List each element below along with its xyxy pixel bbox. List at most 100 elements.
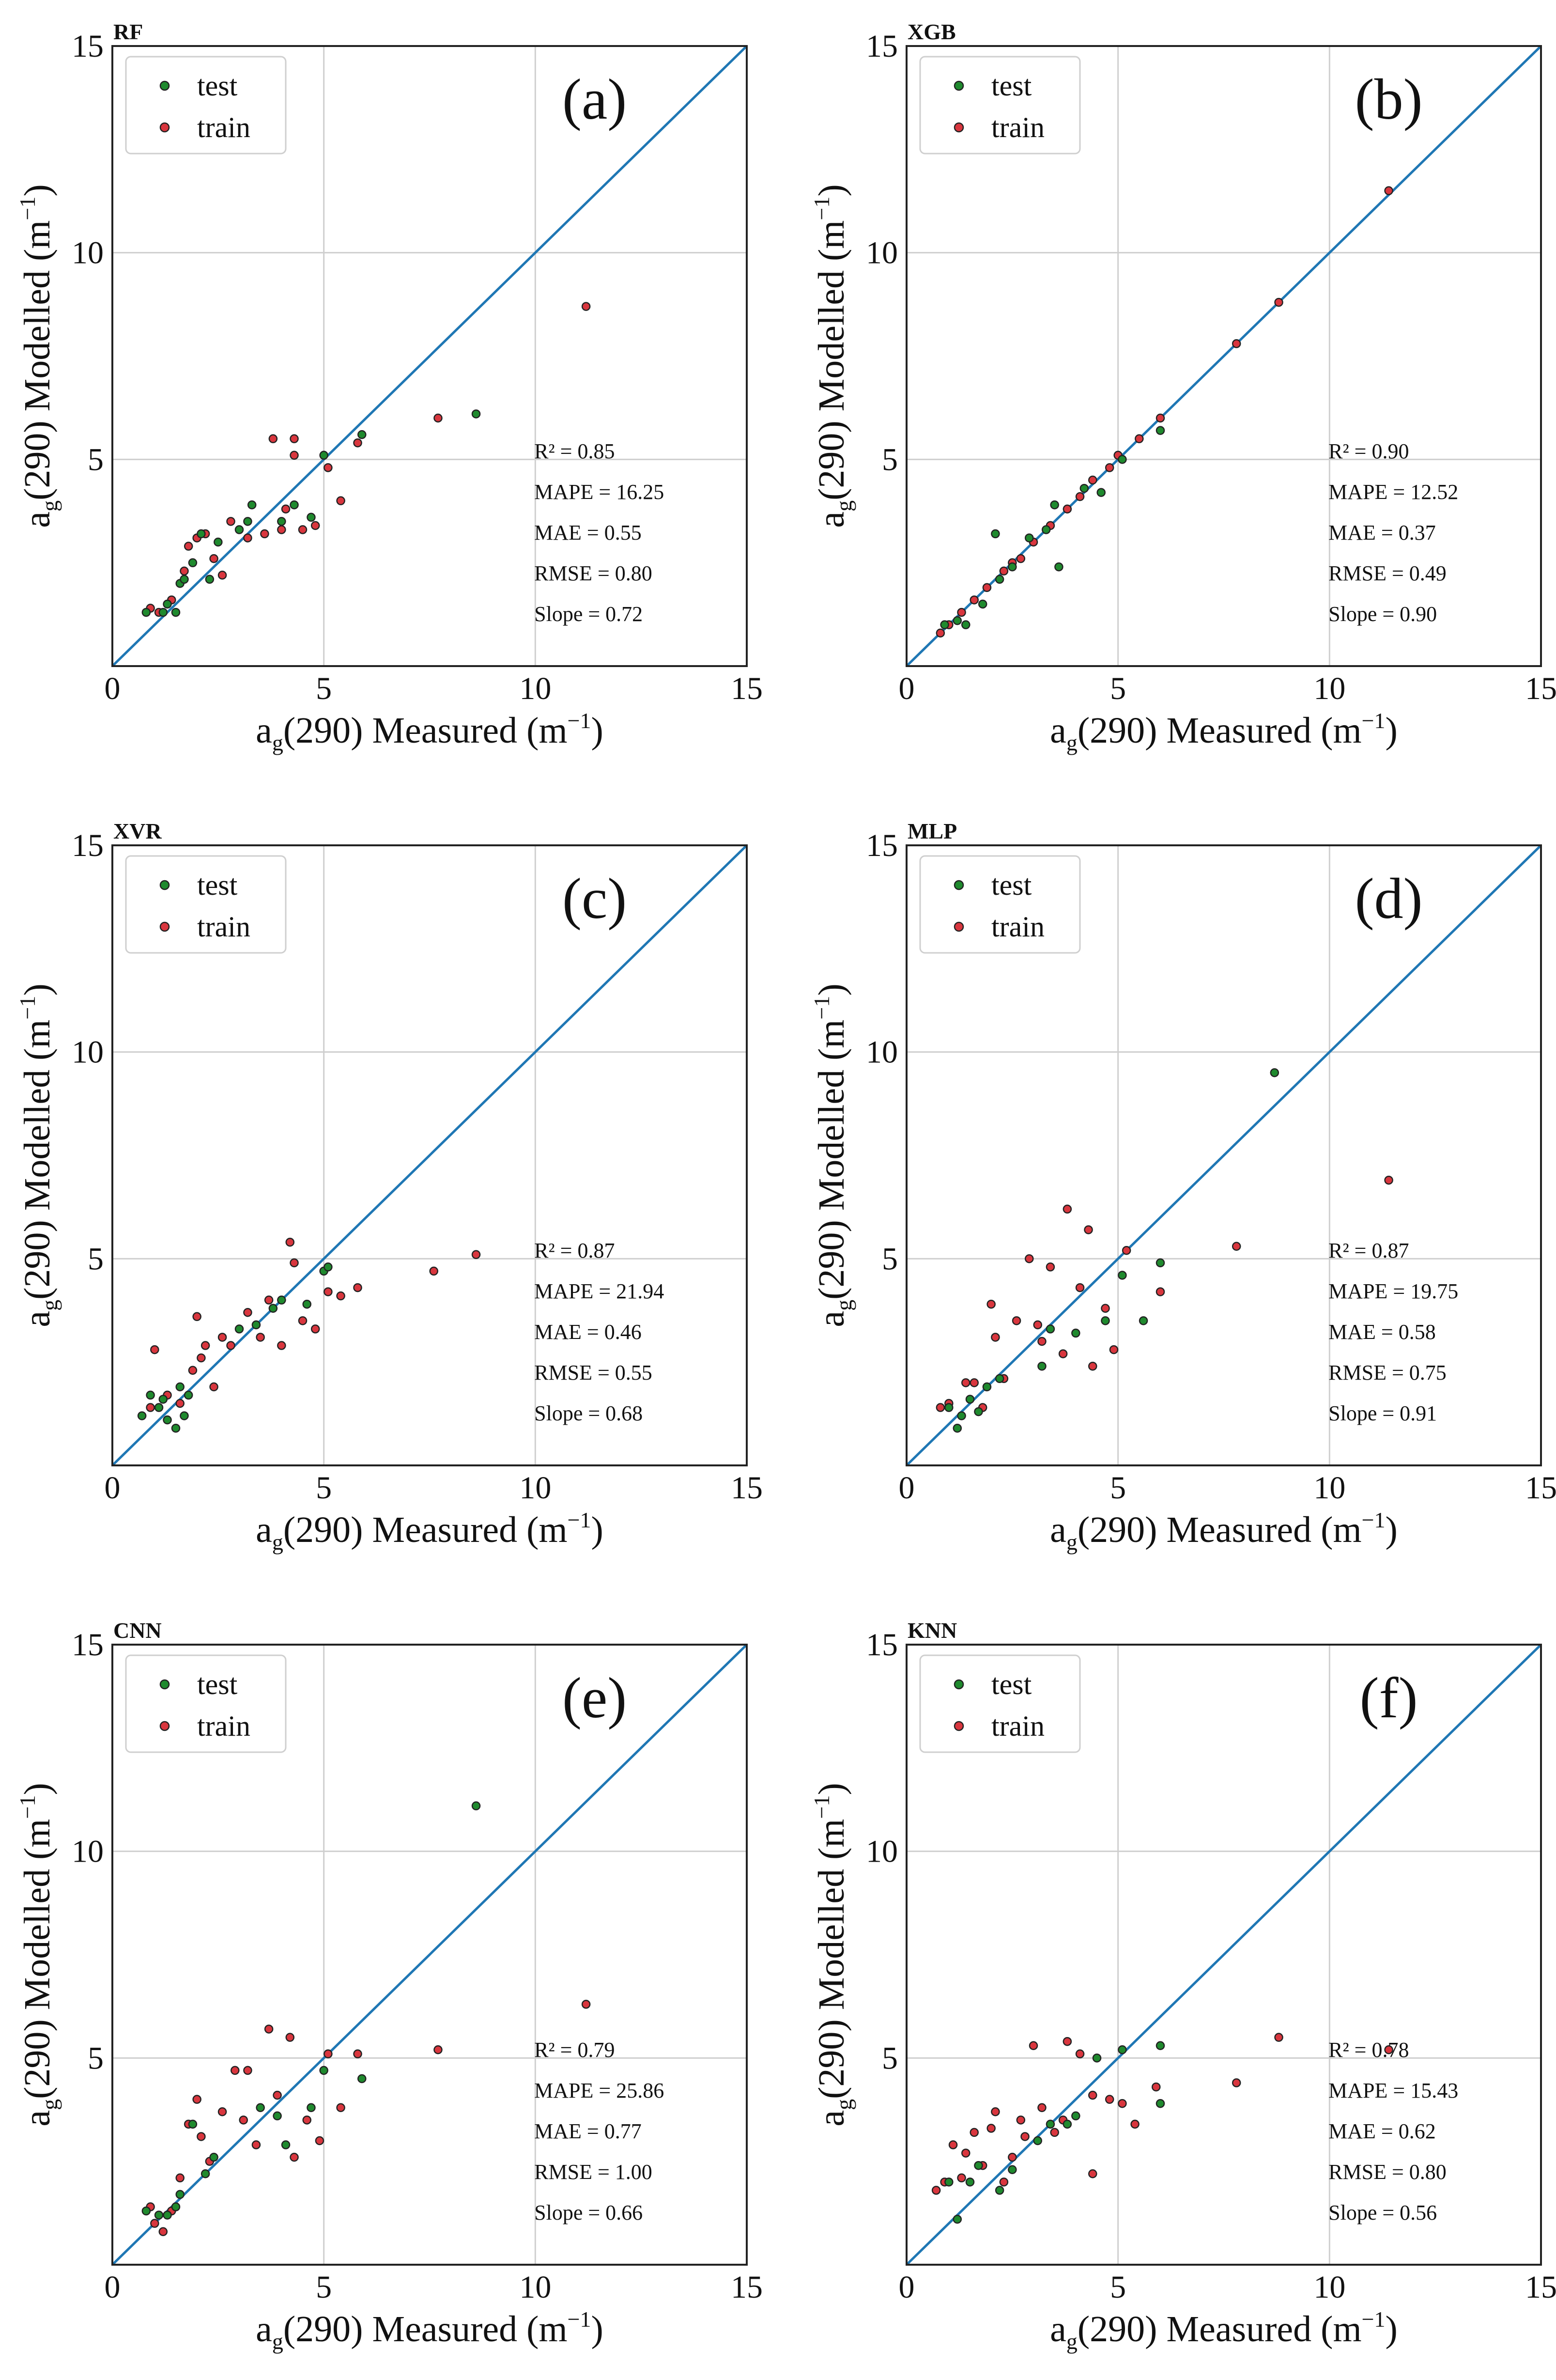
test-point xyxy=(1046,2119,1055,2129)
x-tick-label: 15 xyxy=(1525,671,1556,706)
stat-text: MAE = 0.46 xyxy=(534,1320,642,1344)
test-point xyxy=(180,1411,189,1420)
stat-text: RMSE = 0.80 xyxy=(534,561,652,585)
test-point xyxy=(471,1801,481,1811)
train-point xyxy=(217,2107,227,2116)
x-tick-label: 15 xyxy=(731,1470,763,1506)
test-point xyxy=(277,517,286,526)
train-point xyxy=(931,2186,941,2195)
stat-text: R² = 0.87 xyxy=(534,1239,615,1262)
test-point xyxy=(307,513,316,522)
test-point xyxy=(141,2206,151,2216)
stat-text: MAPE = 15.43 xyxy=(1328,2079,1458,2102)
stat-text: MAE = 0.62 xyxy=(1328,2119,1436,2143)
train-point xyxy=(298,525,308,534)
x-tick-label: 0 xyxy=(105,1470,121,1506)
train-point xyxy=(1274,2033,1283,2042)
test-point xyxy=(1033,2136,1042,2146)
legend-marker-train xyxy=(954,122,964,133)
legend-label-test: test xyxy=(991,1668,1032,1700)
test-point xyxy=(319,451,328,460)
test-point xyxy=(1101,1316,1110,1325)
y-tick-label: 15 xyxy=(866,29,898,64)
train-point xyxy=(1105,463,1114,472)
y-tick-label: 10 xyxy=(72,1035,104,1070)
test-point xyxy=(141,607,151,617)
train-point xyxy=(200,1341,210,1350)
test-point xyxy=(175,1382,185,1392)
test-point xyxy=(319,2066,328,2075)
stat-text: Slope = 0.90 xyxy=(1328,602,1437,626)
test-point xyxy=(965,2178,975,2187)
test-point xyxy=(1096,488,1106,497)
test-point xyxy=(256,2103,265,2112)
test-point xyxy=(171,2202,181,2211)
chart-title: XVR xyxy=(113,819,162,843)
train-point xyxy=(970,595,979,605)
test-point xyxy=(251,1320,261,1330)
test-point xyxy=(995,1374,1004,1384)
train-point xyxy=(991,1333,1000,1342)
chart-xvr: 0 5 10 15 5 10 15 XVR (c) test train R² = 0.87 MAPE … xyxy=(15,819,763,1555)
train-point xyxy=(961,2148,971,2158)
test-point xyxy=(1270,1068,1279,1077)
test-point xyxy=(1118,1271,1127,1280)
y-tick-label: 5 xyxy=(882,442,898,477)
train-point xyxy=(1029,2041,1038,2050)
identity-line xyxy=(906,844,1542,1466)
y-tick-label: 15 xyxy=(72,1627,104,1663)
x-tick-label: 0 xyxy=(105,2270,121,2305)
train-point xyxy=(1135,434,1144,443)
train-point xyxy=(1025,1254,1034,1263)
test-point xyxy=(205,575,215,584)
chart-mlp: 0 5 10 15 5 10 15 MLP (d) test train R² = 0.87 MAPE … xyxy=(809,819,1556,1555)
stat-text: Slope = 0.72 xyxy=(534,602,643,626)
train-point xyxy=(175,1399,185,1408)
train-point xyxy=(429,1266,438,1276)
x-axis-label: ag(290) Measured (m−1) xyxy=(256,2307,603,2354)
train-point xyxy=(1063,2037,1072,2046)
stat-text: MAPE = 16.25 xyxy=(534,480,664,504)
train-point xyxy=(1084,1225,1093,1234)
x-tick-label: 10 xyxy=(1313,2270,1345,2305)
test-point xyxy=(146,1390,155,1400)
train-point xyxy=(1033,1320,1042,1330)
stat-text: Slope = 0.91 xyxy=(1328,1401,1437,1425)
stat-text: R² = 0.79 xyxy=(534,2038,615,2062)
train-point xyxy=(264,1295,274,1305)
legend-label-test: test xyxy=(197,1668,238,1700)
train-point xyxy=(948,2140,958,2149)
train-point xyxy=(1232,2078,1241,2087)
train-point xyxy=(290,434,299,443)
train-point xyxy=(1232,339,1241,348)
train-point xyxy=(1274,297,1283,307)
chart-xgb: 0 5 10 15 5 10 15 XGB (b) test train R² = 0.90 MAPE … xyxy=(809,19,1556,755)
legend-marker-train xyxy=(159,1721,170,1731)
stat-text: MAPE = 21.94 xyxy=(534,1279,664,1303)
train-point xyxy=(239,2116,248,2125)
panel-label: (a) xyxy=(562,67,627,131)
train-point xyxy=(961,1378,971,1387)
test-point xyxy=(974,2161,983,2170)
legend: test train xyxy=(919,855,1081,954)
test-point xyxy=(302,1299,311,1309)
test-point xyxy=(1063,2119,1072,2129)
train-point xyxy=(251,2140,261,2149)
y-axis-label: ag(290) Modelled (m−1) xyxy=(15,1783,62,2126)
y-tick-label: 15 xyxy=(866,1627,898,1663)
x-axis-label: ag(290) Measured (m−1) xyxy=(256,708,603,755)
test-point xyxy=(154,2210,164,2220)
train-point xyxy=(353,438,362,448)
test-point xyxy=(158,607,168,617)
y-tick-label: 5 xyxy=(882,2040,898,2076)
train-point xyxy=(209,554,218,563)
train-point xyxy=(1122,1246,1131,1255)
x-axis-label: ag(290) Measured (m−1) xyxy=(1050,2307,1398,2354)
train-point xyxy=(1063,504,1072,513)
train-point xyxy=(1037,2103,1047,2112)
test-point xyxy=(1050,500,1059,510)
train-point xyxy=(192,1312,201,1322)
x-tick-label: 5 xyxy=(1110,671,1126,706)
y-tick-label: 5 xyxy=(88,442,104,477)
